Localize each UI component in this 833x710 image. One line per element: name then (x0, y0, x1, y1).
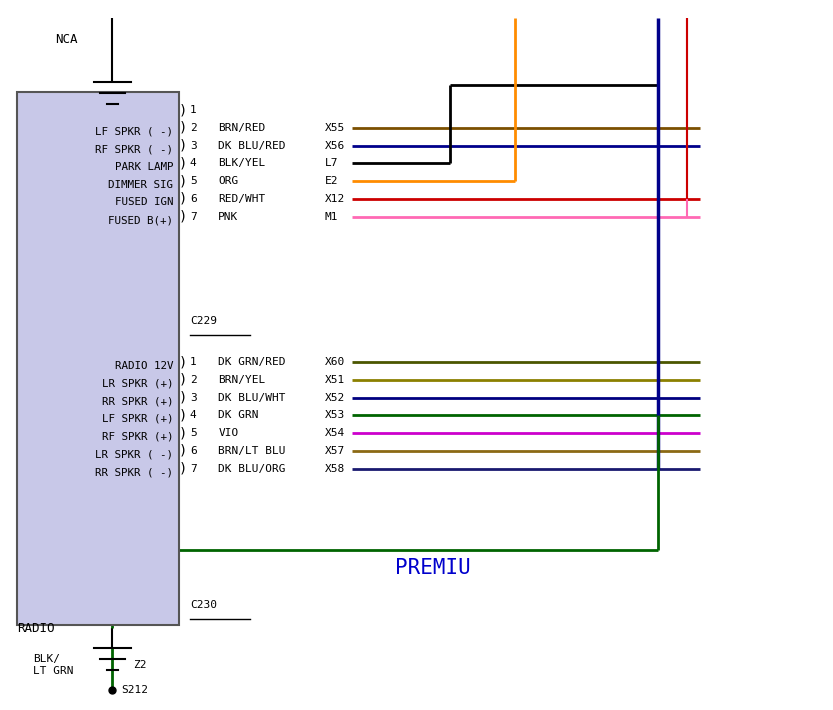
Text: 5: 5 (190, 428, 197, 438)
Text: 6: 6 (190, 194, 197, 204)
Text: E2: E2 (325, 176, 338, 186)
Text: ): ) (178, 408, 187, 422)
Text: LF SPKR ( -): LF SPKR ( -) (95, 126, 173, 136)
Text: S212: S212 (121, 685, 147, 695)
Text: DK BLU/RED: DK BLU/RED (218, 141, 286, 151)
Text: FUSED IGN: FUSED IGN (115, 197, 173, 207)
Text: DK BLU/ORG: DK BLU/ORG (218, 464, 286, 474)
Text: X57: X57 (325, 446, 345, 456)
Text: ): ) (178, 373, 187, 387)
Text: X52: X52 (325, 393, 345, 403)
Text: LF SPKR (+): LF SPKR (+) (102, 414, 173, 424)
Text: BRN/YEL: BRN/YEL (218, 375, 266, 385)
Text: ): ) (178, 462, 187, 476)
Text: DK GRN: DK GRN (218, 410, 259, 420)
Text: FUSED B(+): FUSED B(+) (108, 215, 173, 225)
Text: ORG: ORG (218, 176, 238, 186)
Text: 3: 3 (190, 393, 197, 403)
Text: RR SPKR (+): RR SPKR (+) (102, 396, 173, 406)
Text: DK BLU/WHT: DK BLU/WHT (218, 393, 286, 403)
Text: C229: C229 (190, 316, 217, 326)
Text: ): ) (178, 138, 187, 153)
Text: X12: X12 (325, 194, 345, 204)
Text: BLK/
LT GRN: BLK/ LT GRN (33, 655, 74, 676)
Text: 7: 7 (190, 464, 197, 474)
Text: 4: 4 (190, 158, 197, 168)
Text: X58: X58 (325, 464, 345, 474)
FancyBboxPatch shape (17, 92, 179, 625)
Text: LR SPKR ( -): LR SPKR ( -) (95, 449, 173, 459)
Text: 6: 6 (190, 446, 197, 456)
Text: M1: M1 (325, 212, 338, 222)
Text: X53: X53 (325, 410, 345, 420)
Text: X56: X56 (325, 141, 345, 151)
Text: Z2: Z2 (133, 660, 147, 670)
Text: L7: L7 (325, 158, 338, 168)
Text: 4: 4 (190, 410, 197, 420)
Text: RADIO: RADIO (17, 622, 54, 635)
Text: DIMMER SIG: DIMMER SIG (108, 180, 173, 190)
Text: ): ) (178, 355, 187, 369)
Text: ): ) (178, 103, 187, 117)
Text: ): ) (178, 156, 187, 170)
Text: BRN/RED: BRN/RED (218, 123, 266, 133)
Text: X55: X55 (325, 123, 345, 133)
Text: X54: X54 (325, 428, 345, 438)
Text: BRN/LT BLU: BRN/LT BLU (218, 446, 286, 456)
Text: 7: 7 (190, 212, 197, 222)
Text: C230: C230 (190, 600, 217, 610)
Text: 2: 2 (190, 375, 197, 385)
Text: 3: 3 (190, 141, 197, 151)
Text: 5: 5 (190, 176, 197, 186)
Text: DK GRN/RED: DK GRN/RED (218, 357, 286, 367)
Text: ): ) (178, 121, 187, 135)
Text: 1: 1 (190, 357, 197, 367)
Text: BLK/YEL: BLK/YEL (218, 158, 266, 168)
Text: ): ) (178, 192, 187, 206)
Text: ): ) (178, 174, 187, 188)
Text: PARK LAMP: PARK LAMP (115, 162, 173, 172)
Text: NCA: NCA (55, 33, 78, 46)
Text: RED/WHT: RED/WHT (218, 194, 266, 204)
Text: VIO: VIO (218, 428, 238, 438)
Text: PNK: PNK (218, 212, 238, 222)
Text: ): ) (178, 209, 187, 224)
Text: RADIO 12V: RADIO 12V (115, 361, 173, 371)
Text: 2: 2 (190, 123, 197, 133)
Text: LR SPKR (+): LR SPKR (+) (102, 378, 173, 388)
Text: ): ) (178, 426, 187, 440)
Text: PREMIU: PREMIU (396, 558, 471, 578)
Text: X60: X60 (325, 357, 345, 367)
Text: ): ) (178, 444, 187, 458)
Text: X51: X51 (325, 375, 345, 385)
Text: RF SPKR (+): RF SPKR (+) (102, 432, 173, 442)
Text: RF SPKR ( -): RF SPKR ( -) (95, 144, 173, 154)
Text: RR SPKR ( -): RR SPKR ( -) (95, 467, 173, 477)
Text: ): ) (178, 391, 187, 405)
Text: 1: 1 (190, 105, 197, 115)
